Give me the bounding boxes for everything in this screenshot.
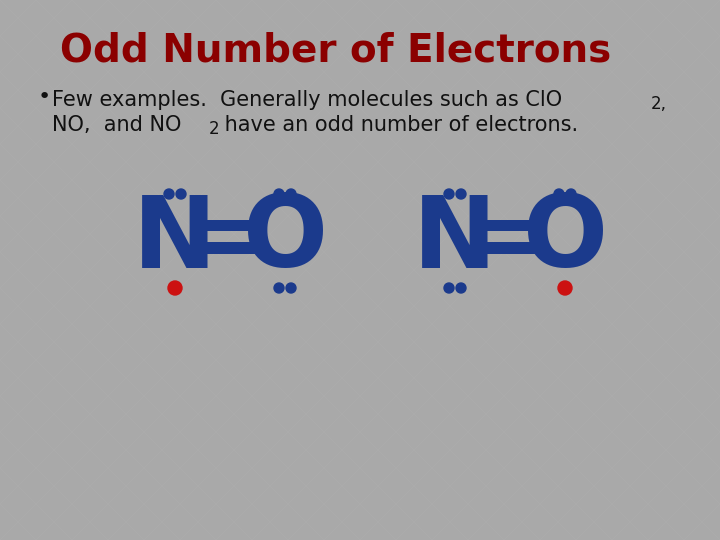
Text: •: • [38, 87, 51, 107]
Circle shape [176, 189, 186, 199]
Text: 2,: 2, [651, 95, 667, 113]
Text: =: = [468, 192, 552, 288]
Text: have an odd number of electrons.: have an odd number of electrons. [218, 115, 578, 135]
Circle shape [444, 283, 454, 293]
Circle shape [286, 283, 296, 293]
Circle shape [554, 189, 564, 199]
Text: Odd Number of Electrons: Odd Number of Electrons [60, 31, 611, 69]
Circle shape [566, 189, 576, 199]
Circle shape [286, 189, 296, 199]
Circle shape [456, 283, 466, 293]
Circle shape [274, 283, 284, 293]
Text: Few examples.  Generally molecules such as ClO: Few examples. Generally molecules such a… [52, 90, 562, 110]
Circle shape [444, 189, 454, 199]
Circle shape [456, 189, 466, 199]
Text: O: O [243, 192, 328, 288]
Circle shape [558, 281, 572, 295]
Text: 2: 2 [209, 120, 220, 138]
Circle shape [168, 281, 182, 295]
Text: O: O [523, 192, 608, 288]
Circle shape [164, 189, 174, 199]
Text: N: N [133, 192, 217, 288]
Text: N: N [413, 192, 497, 288]
Text: =: = [188, 192, 272, 288]
Text: NO,  and NO: NO, and NO [52, 115, 181, 135]
Circle shape [274, 189, 284, 199]
